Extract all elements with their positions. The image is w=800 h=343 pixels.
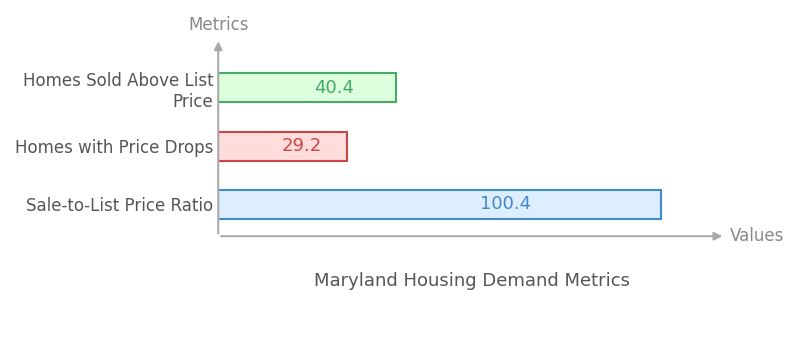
Text: Values: Values xyxy=(730,227,784,245)
Text: 29.2: 29.2 xyxy=(282,137,322,155)
Title: Maryland Housing Demand Metrics: Maryland Housing Demand Metrics xyxy=(314,272,630,289)
Bar xyxy=(218,190,661,219)
Bar xyxy=(218,73,396,103)
Bar xyxy=(218,131,347,161)
Text: Metrics: Metrics xyxy=(188,16,249,34)
Text: 100.4: 100.4 xyxy=(480,195,531,213)
Text: 40.4: 40.4 xyxy=(314,79,354,97)
